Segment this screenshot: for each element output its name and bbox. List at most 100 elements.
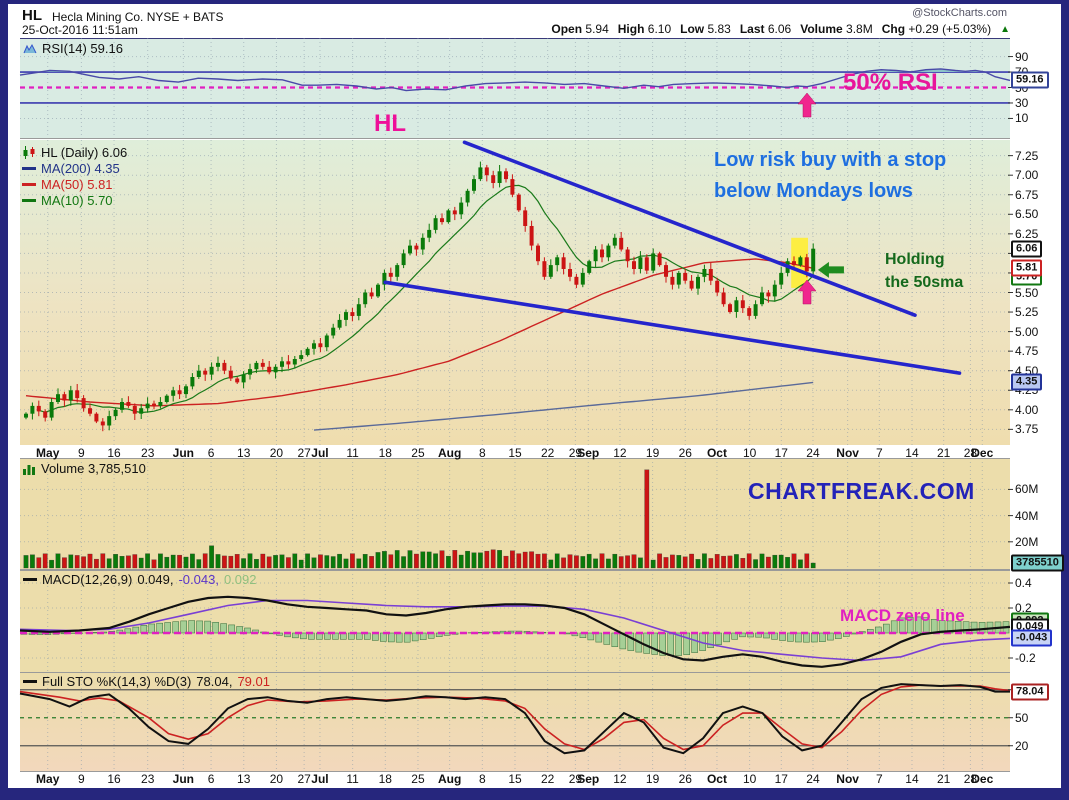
x-tick-label-28: 28 [963, 772, 978, 786]
x-tick-label-Sep: Sep [577, 446, 600, 460]
y-tick-label-rsi-90: 90 [1015, 49, 1029, 64]
x-tick-label-Nov: Nov [836, 446, 859, 460]
y-tick-label-macd-0.2: 0.2 [1015, 601, 1032, 615]
quote-label: Last [739, 22, 765, 36]
volume-icon [23, 464, 35, 475]
ma10-legend: MA(10) 5.70 [22, 193, 113, 208]
quote-item-volume: Volume 3.8M [800, 22, 873, 36]
x-tick-label-22: 22 [540, 772, 555, 786]
x-tick-label-Dec: Dec [971, 772, 994, 786]
x-tick-label-Nov: Nov [836, 772, 859, 786]
x-tick-label-Oct: Oct [706, 772, 727, 786]
x-tick-label-20: 20 [269, 446, 284, 460]
macd-value-hist: 0.092 [223, 572, 257, 587]
x-tick-label-6: 6 [207, 446, 215, 460]
value-flag-5.81: 5.81 [1011, 259, 1043, 277]
ma200-line-swatch [22, 167, 36, 170]
x-tick-label-13: 13 [237, 772, 251, 786]
ma10-line-swatch [22, 199, 36, 202]
sto-line-swatch [23, 680, 37, 683]
x-tick-label-8: 8 [478, 772, 486, 786]
x-tick-label-Jun: Jun [172, 446, 195, 460]
ma200-legend-label: MA(200) 4.35 [41, 161, 120, 176]
y-tick-label-price-5.00: 5.00 [1015, 324, 1039, 339]
value-flag--0.043: -0.043 [1011, 629, 1053, 647]
x-tick-label-10: 10 [742, 446, 757, 460]
y-tick-label-macd-0.4: 0.4 [1015, 576, 1032, 590]
quote-item-open: Open 5.94 [551, 22, 609, 36]
annotation-buy-note: Low risk buy with a stop below Mondays l… [714, 145, 946, 207]
quote-label: Volume [800, 22, 843, 36]
ma50-line-swatch [22, 183, 36, 186]
macd-legend-name: MACD(12,26,9) [42, 572, 133, 587]
x-tick-label-19: 19 [645, 772, 660, 786]
change-up-triangle-icon: ▲ [1000, 23, 1010, 35]
ma50-legend-label: MA(50) 5.81 [41, 177, 113, 192]
x-tick-label-20: 20 [269, 772, 284, 786]
macd-value-signal: -0.043, [178, 572, 219, 587]
y-tick-label-vol-20M: 20M [1015, 534, 1039, 549]
x-tick-label-May: May [36, 446, 60, 460]
macd-value-line: 0.049, [137, 572, 174, 587]
y-tick-label-macd--0.2: -0.2 [1015, 651, 1036, 665]
x-tick-label-27: 27 [297, 772, 311, 786]
x-tick-label-17: 17 [774, 446, 788, 460]
x-tick-label-Dec: Dec [971, 446, 994, 460]
value-flag-4.35: 4.35 [1011, 373, 1043, 391]
x-tick-label-15: 15 [508, 772, 522, 786]
y-tick-label-rsi-10: 10 [1015, 111, 1029, 126]
y-tick-label-price-7.25: 7.25 [1015, 148, 1039, 163]
x-tick-label-Aug: Aug [437, 446, 462, 460]
annotation-holding-line1: Holding [885, 251, 945, 268]
x-tick-label-Jul: Jul [311, 772, 329, 786]
x-tick-label-26: 26 [678, 772, 692, 786]
price-legend-title: HL (Daily) 6.06 [22, 145, 127, 160]
x-tick-label-13: 13 [237, 446, 251, 460]
x-tick-label-27: 27 [297, 446, 311, 460]
annotation-buy-note-line1: Low risk buy with a stop [714, 149, 947, 171]
value-flag-59.16: 59.16 [1011, 71, 1049, 89]
x-tick-label-25: 25 [411, 772, 425, 786]
x-tick-label-11: 11 [346, 446, 359, 460]
annotation-hl: HL [374, 110, 406, 137]
y-tick-label-price-6.50: 6.50 [1015, 207, 1039, 222]
x-tick-label-18: 18 [378, 772, 392, 786]
y-tick-label-vol-40M: 40M [1015, 508, 1039, 523]
candlestick-icon [23, 146, 35, 159]
x-tick-label-12: 12 [613, 772, 627, 786]
sto-value-d: 79.01 [237, 674, 270, 689]
x-tick-label-Jun: Jun [172, 772, 195, 786]
quote-item-low: Low 5.83 [680, 22, 731, 36]
y-tick-label-sto-20: 20 [1015, 738, 1029, 753]
x-tick-label-22: 22 [540, 446, 555, 460]
x-tick-label-9: 9 [78, 772, 85, 786]
volume-panel [20, 458, 1010, 570]
x-tick-label-23: 23 [141, 772, 155, 786]
x-tick-label-25: 25 [411, 446, 425, 460]
quote-label: Low [680, 22, 705, 36]
volume-legend: Volume 3,785,510 [23, 461, 146, 476]
x-tick-label-6: 6 [207, 772, 215, 786]
quote-item-last: Last 6.06 [739, 22, 792, 36]
sto-legend-name: Full STO %K(14,3) %D(3) [42, 674, 192, 689]
x-tick-label-Oct: Oct [706, 446, 727, 460]
annotation-holding-50sma: Holding the 50sma [885, 248, 963, 294]
quote-label: Open [551, 22, 583, 36]
chart-datetime: 25-Oct-2016 11:51am [22, 23, 138, 37]
x-tick-label-21: 21 [936, 446, 951, 460]
x-tick-label-26: 26 [678, 446, 692, 460]
x-tick-label-24: 24 [806, 446, 820, 460]
x-tick-label-16: 16 [107, 446, 121, 460]
quote-item-high: High 6.10 [617, 22, 672, 36]
x-tick-label-19: 19 [645, 446, 660, 460]
x-tick-label-Jul: Jul [311, 446, 329, 460]
price-legend-label: HL (Daily) 6.06 [41, 145, 128, 160]
x-tick-label-Sep: Sep [577, 772, 600, 786]
x-tick-label-Aug: Aug [437, 772, 462, 786]
y-tick-label-price-3.75: 3.75 [1015, 422, 1039, 437]
annotation-watermark: CHARTFREAK.COM [748, 478, 975, 504]
x-tick-label-23: 23 [141, 446, 155, 460]
sto-value-k: 78.04, [196, 674, 233, 689]
volume-legend-label: Volume 3,785,510 [41, 461, 146, 476]
